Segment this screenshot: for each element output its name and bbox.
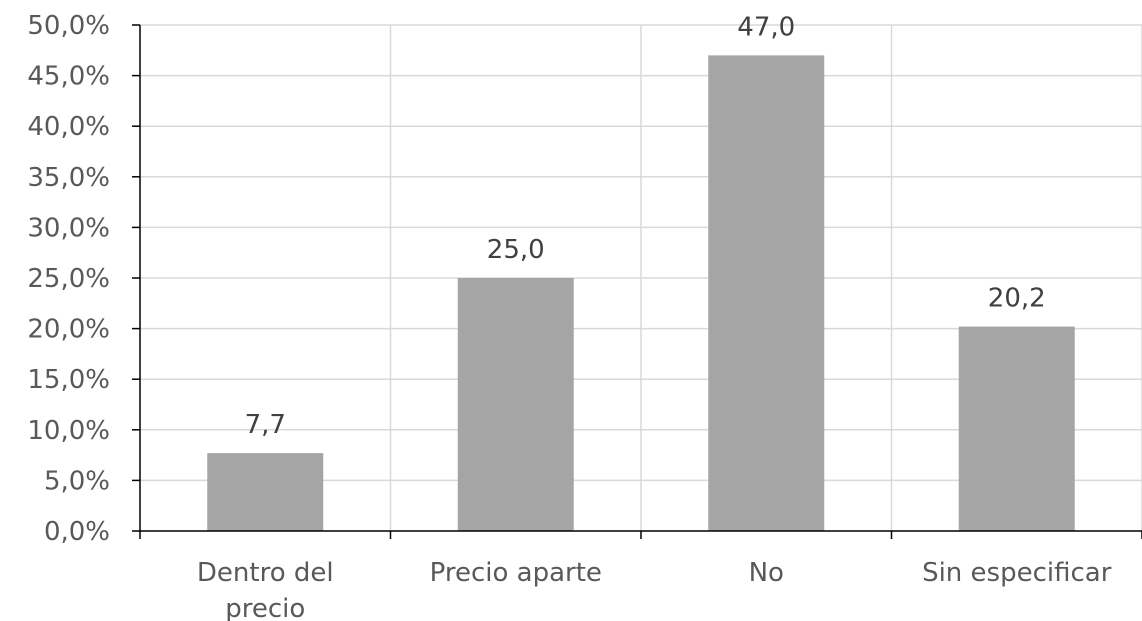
y-tick-label: 35,0% bbox=[27, 163, 110, 193]
bar-data-label: 20,2 bbox=[988, 284, 1046, 314]
bar-layer bbox=[207, 55, 1075, 532]
x-category-label: precio bbox=[225, 594, 305, 621]
y-tick-label: 50,0% bbox=[27, 11, 110, 41]
y-tick-label: 25,0% bbox=[27, 264, 110, 294]
grid-layer bbox=[140, 24, 1142, 531]
y-tick-label: 5,0% bbox=[44, 466, 110, 496]
y-tick-label: 45,0% bbox=[27, 62, 110, 92]
axis-layer bbox=[132, 24, 1142, 539]
bar-data-label: 7,7 bbox=[245, 410, 286, 440]
bar-data-label: 25,0 bbox=[487, 235, 545, 265]
bar-data-label: 47,0 bbox=[737, 12, 795, 42]
bar bbox=[207, 453, 324, 531]
x-category-label: No bbox=[749, 558, 784, 588]
bar bbox=[958, 326, 1075, 531]
x-category-label: Sin especificar bbox=[922, 558, 1112, 588]
x-category-label: Precio aparte bbox=[430, 558, 602, 588]
x-category-label: Dentro del bbox=[197, 558, 334, 588]
y-tick-label: 15,0% bbox=[27, 365, 110, 395]
bar bbox=[708, 55, 825, 532]
y-tick-label: 30,0% bbox=[27, 213, 110, 243]
bar bbox=[457, 278, 574, 531]
y-tick-label: 10,0% bbox=[27, 416, 110, 446]
y-tick-label: 20,0% bbox=[27, 315, 110, 345]
y-tick-label: 40,0% bbox=[27, 112, 110, 142]
y-tick-label: 0,0% bbox=[44, 517, 110, 547]
label-layer: 0,0% 5,0% 10,0% 15,0% 20,0% 25,0% 30,0% 35,0% 40… bbox=[27, 11, 1111, 621]
